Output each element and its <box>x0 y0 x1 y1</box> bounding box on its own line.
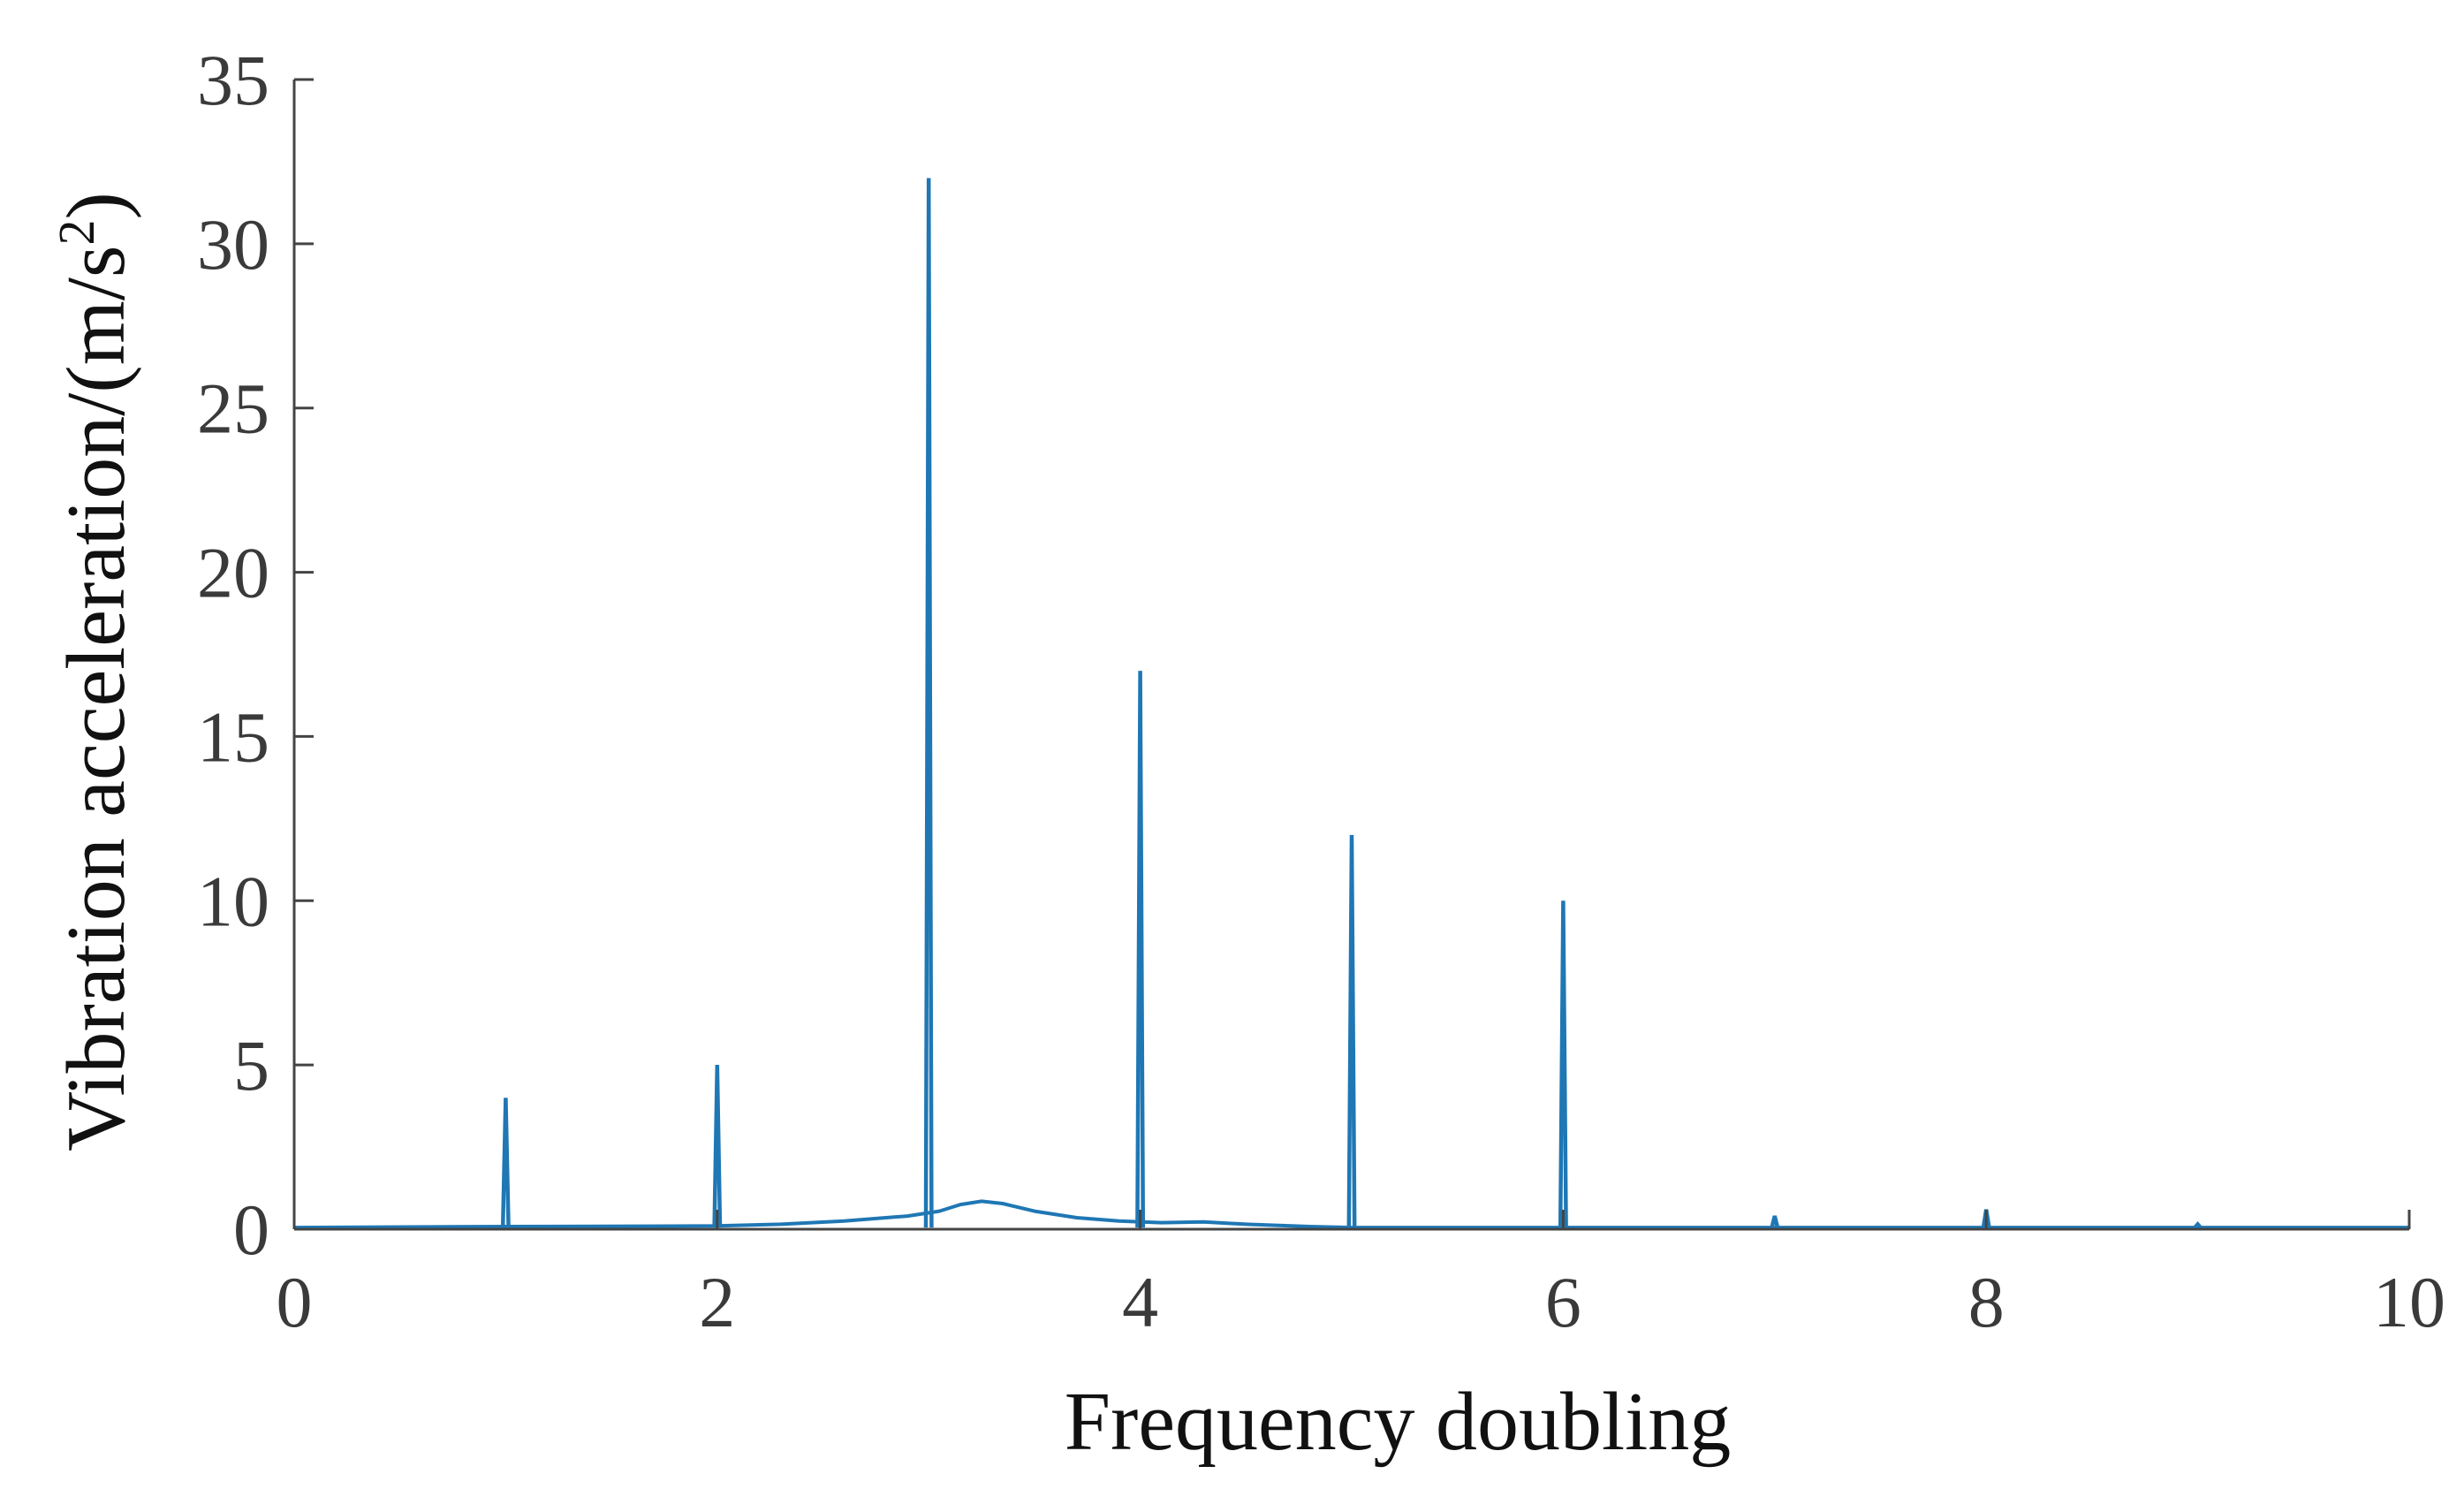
baseline-series <box>293 1199 2409 1230</box>
x-tick-label-2: 2 <box>699 1262 735 1342</box>
spike-3x <box>923 178 934 1228</box>
y-axis-label-suffix: ) <box>50 192 142 219</box>
x-axis-label: Frequency doubling <box>1065 1376 1731 1468</box>
spike-2x <box>712 1065 723 1228</box>
spike-1x <box>500 1098 511 1228</box>
x-tick-label-4: 4 <box>1122 1262 1158 1342</box>
y-tick-label-10: 10 <box>197 861 269 941</box>
spike-5x <box>1346 834 1357 1228</box>
x-tick-label-0: 0 <box>277 1262 313 1342</box>
tick-marks <box>292 78 2411 1231</box>
axes <box>292 80 2409 1231</box>
spike-7x <box>1770 1215 1780 1228</box>
y-tick-label-35: 35 <box>197 40 269 120</box>
y-tick-label-15: 15 <box>197 696 269 777</box>
y-tick-label-20: 20 <box>197 533 269 613</box>
y-tick-label-25: 25 <box>197 368 269 449</box>
y-axis-label-main: Vibration acceleration/(m/s <box>50 245 142 1151</box>
spike-4x <box>1135 671 1146 1228</box>
y-tick-label-30: 30 <box>197 204 269 285</box>
plot-area <box>293 178 2409 1230</box>
y-axis-label-superscript: 2 <box>48 219 105 245</box>
x-tick-label-6: 6 <box>1545 1262 1581 1342</box>
x-tick-label-10: 10 <box>2373 1262 2445 1342</box>
y-tick-label-0: 0 <box>233 1189 269 1270</box>
y-tick-label-5: 5 <box>233 1025 269 1105</box>
spike-8x <box>1981 1209 1991 1228</box>
y-axis-label: Vibration acceleration/(m/s2) <box>48 192 142 1151</box>
tick-labels: 0 5 10 15 20 25 30 35 0 2 4 6 8 10 <box>197 40 2445 1342</box>
spike-6x <box>1558 900 1568 1228</box>
x-tick-label-8: 8 <box>1968 1262 2005 1342</box>
spike-9x <box>2193 1220 2202 1229</box>
